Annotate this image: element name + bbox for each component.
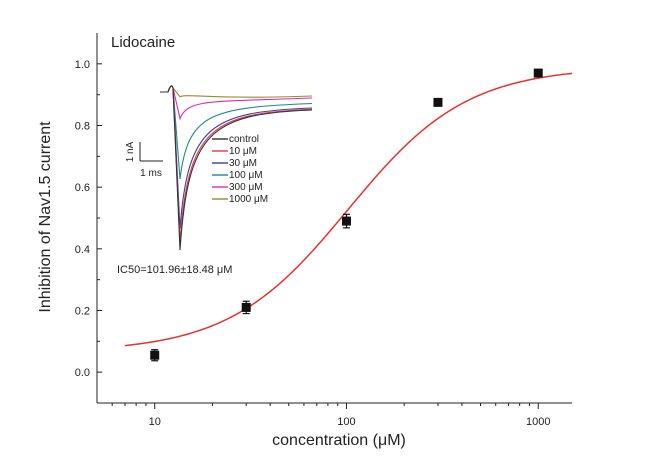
- data-point: [150, 350, 160, 360]
- x-tick-label: 100: [337, 416, 355, 428]
- x-axis-title: concentration (μM): [272, 432, 406, 449]
- legend-label: 1000 μM: [229, 194, 268, 205]
- axes: 0.0 0.2 0.4 0.6 0.8 1.0 10 100 1000: [75, 33, 572, 428]
- inset-current-trace: [160, 85, 313, 251]
- fit-curve-group: [124, 72, 573, 347]
- scale-bar-y-label: 1 nA: [125, 141, 136, 162]
- y-tick-label: 0.6: [75, 182, 90, 194]
- x-tick-label: 1000: [526, 416, 550, 428]
- inset-current-trace: [160, 85, 313, 121]
- y-tick-label: 0.4: [75, 244, 90, 256]
- legend-label: 100 μM: [229, 170, 263, 181]
- inset-traces: [139, 85, 313, 251]
- data-point: [533, 68, 543, 78]
- y-tick-label: 0.8: [75, 121, 90, 133]
- hill-fit-curve: [124, 72, 573, 347]
- y-tick-label: 0.0: [75, 367, 90, 379]
- data-point: [433, 97, 443, 107]
- inset-current-trace: [160, 85, 313, 98]
- y-axis-title: Inhibition of Nav1.5 current: [37, 121, 54, 313]
- legend-label: 10 μM: [229, 146, 257, 157]
- x-tick-label: 10: [149, 416, 161, 428]
- scale-bar-x-label: 1 ms: [140, 168, 162, 179]
- legend-label: 30 μM: [229, 158, 257, 169]
- y-tick-label: 1.0: [75, 59, 90, 71]
- legend-label: 300 μM: [229, 182, 263, 193]
- panel-title: Lidocaine: [111, 34, 175, 51]
- data-point: [241, 302, 251, 312]
- legend-label: control: [229, 134, 259, 145]
- ic50-annotation: IC50=101.96±18.48 μM: [117, 264, 232, 276]
- data-point: [341, 216, 351, 226]
- data-points: [150, 68, 543, 362]
- y-tick-label: 0.2: [75, 306, 90, 318]
